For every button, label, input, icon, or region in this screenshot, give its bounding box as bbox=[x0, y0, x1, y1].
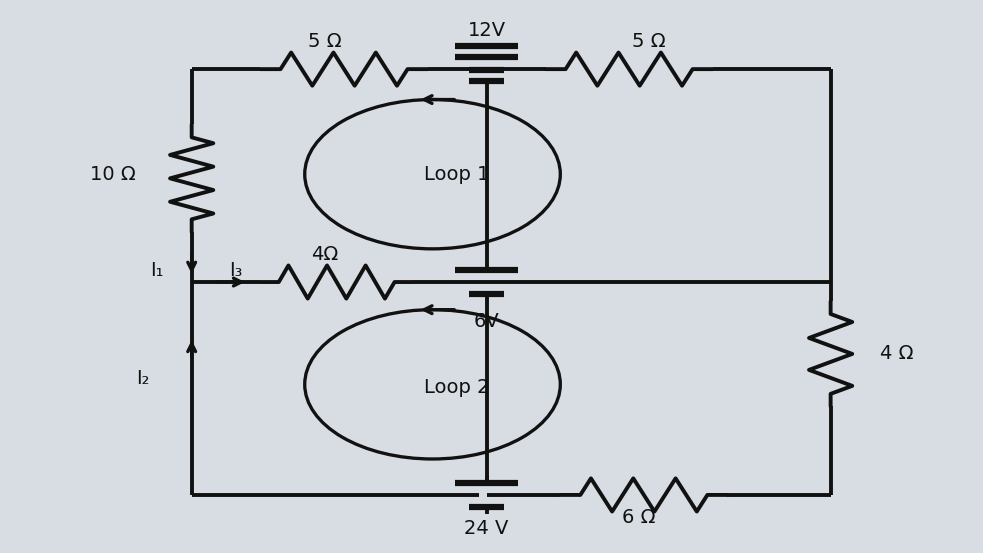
Text: 24 V: 24 V bbox=[464, 519, 509, 538]
Text: 5 Ω: 5 Ω bbox=[308, 32, 341, 51]
Text: Loop 1: Loop 1 bbox=[425, 165, 490, 184]
Text: Loop 2: Loop 2 bbox=[425, 378, 490, 397]
Text: I₂: I₂ bbox=[136, 369, 149, 388]
Text: 5 Ω: 5 Ω bbox=[632, 32, 665, 51]
Text: 4Ω: 4Ω bbox=[311, 245, 338, 264]
Text: 6 Ω: 6 Ω bbox=[622, 508, 656, 526]
Text: I₃: I₃ bbox=[229, 262, 243, 280]
Text: 10 Ω: 10 Ω bbox=[90, 165, 136, 184]
Text: I₁: I₁ bbox=[150, 262, 164, 280]
Text: 6V: 6V bbox=[474, 312, 499, 331]
Text: 4 Ω: 4 Ω bbox=[880, 345, 913, 363]
Text: 12V: 12V bbox=[468, 21, 505, 40]
